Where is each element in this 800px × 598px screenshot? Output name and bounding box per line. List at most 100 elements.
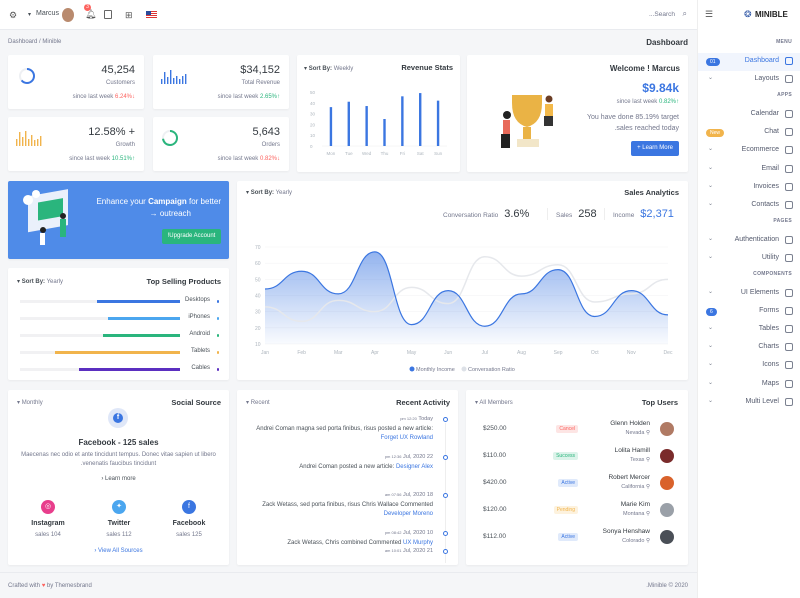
sparkline-bar: [16, 139, 18, 146]
sidebar-item-contacts[interactable]: Contacts ⌄: [698, 197, 800, 215]
view-all-sources-link[interactable]: › View All Sources: [94, 548, 143, 554]
avatar: [660, 476, 674, 490]
us-flag-icon[interactable]: [146, 11, 157, 19]
instagram-icon[interactable]: ◎: [41, 500, 55, 514]
chevron-down-icon: ⌄: [708, 146, 714, 153]
source-name: Twitter: [107, 520, 131, 527]
sidebar-item-multi-level[interactable]: Multi Level ⌄: [698, 394, 800, 412]
filter-dropdown[interactable]: ▾ All Members: [475, 400, 513, 406]
upgrade-account-button[interactable]: !Upgrade Account: [162, 229, 221, 244]
x-tick-label: Dec: [664, 350, 673, 356]
conversation-ratio-line: [264, 255, 669, 323]
y-tick-label: 50: [255, 277, 261, 283]
sidebar: ☰ ❂ MINIBLE MENU Dashboard 01 Layouts ⌄ APPS C…: [697, 0, 800, 598]
activity-link[interactable]: Forget UX Rowland: [380, 435, 433, 441]
menu-toggle-icon[interactable]: ☰: [705, 9, 714, 19]
avatar: [660, 422, 674, 436]
user-name[interactable]: Lolita Hamill: [614, 447, 650, 454]
sidebar-item-ui-elements[interactable]: UI Elements ⌄: [698, 285, 800, 303]
charts-icon: [785, 343, 793, 352]
sparkline-bar: [19, 132, 21, 146]
sidebar-item-calendar[interactable]: Calendar: [698, 106, 800, 124]
sidebar-item-authentication[interactable]: Authentication ⌄: [698, 232, 800, 250]
source-name: Instagram: [31, 520, 65, 527]
chevron-down-icon: ⌄: [708, 289, 714, 295]
product-name: Android: [189, 331, 210, 337]
learn-more-link[interactable]: › Learn more: [101, 476, 136, 482]
icons-icon: [785, 361, 793, 370]
bell-icon[interactable]: 🔔︎: [85, 9, 97, 19]
product-progress-bar: [20, 317, 180, 320]
sort-dropdown[interactable]: ▾ Sort By: Weekly: [304, 66, 354, 72]
x-tick-label: May: [407, 350, 417, 356]
stat-value: 5,643: [252, 126, 280, 138]
top-products-card: ▾ Sort By: Yearly Top Selling Products D…: [8, 268, 229, 380]
sidebar-item-utility[interactable]: Utility ⌄: [698, 250, 800, 268]
apps-grid-icon[interactable]: ⊞: [125, 10, 133, 20]
sidebar-item-layouts[interactable]: Layouts ⌄: [698, 71, 800, 89]
copy-icon[interactable]: [104, 10, 112, 19]
user-name[interactable]: Robert Mercer: [608, 474, 650, 481]
user-name[interactable]: Marie Kim: [620, 501, 650, 508]
sidebar-item-label: Ecommerce: [741, 146, 779, 154]
activity-link[interactable]: Developer Moreno: [383, 511, 433, 517]
sort-dropdown[interactable]: ▾ Sort By: Yearly: [17, 279, 64, 285]
sort-dropdown[interactable]: ▾ Sort By: Yearly: [246, 190, 293, 196]
sidebar-item-label: Maps: [761, 379, 779, 387]
card-title: Recent Activity: [396, 398, 450, 407]
sidebar-item-label: Icons: [762, 361, 779, 369]
activity-date: pm 08:42 Jul, 2020 10: [384, 530, 433, 536]
settings-icon[interactable]: ⚙: [9, 10, 18, 20]
user-menu-chevron-icon[interactable]: ▾: [28, 12, 32, 18]
sparkline-bar: [31, 135, 33, 146]
activity-link[interactable]: UX Murphy: [402, 540, 433, 546]
bar-fri: [401, 96, 404, 146]
search-input[interactable]: ...Search: [648, 11, 675, 18]
twitter-icon[interactable]: ✦: [112, 500, 126, 514]
filter-dropdown[interactable]: ▾ Monthly: [17, 400, 43, 406]
layout-icon: [785, 75, 793, 84]
topbar: ⚙ ▾ Marcus 🔔︎ 3 ⊞ ...Search ⌕: [0, 0, 697, 30]
breadcrumb-item[interactable]: Dashboard: [8, 39, 38, 45]
sidebar-item-label: Charts: [758, 343, 779, 351]
sidebar-item-label: Calendar: [750, 110, 779, 118]
sidebar-item-tables[interactable]: Tables ⌄: [698, 321, 800, 339]
user-name[interactable]: Sonya Henshaw: [602, 528, 650, 535]
stat-card: 12.58% + Growth since last week 10.51%↑: [8, 117, 144, 171]
bar-thu: [383, 119, 386, 146]
sidebar-item-invoices[interactable]: Invoices ⌄: [698, 179, 800, 197]
user-amount: $110.00: [483, 452, 507, 459]
invoice-icon: [785, 182, 793, 191]
facebook-icon[interactable]: f: [182, 500, 196, 514]
brand-logo[interactable]: MINIBLE: [755, 10, 788, 19]
filter-dropdown[interactable]: ▾ Recent: [246, 400, 270, 406]
learn-more-button[interactable]: + Learn More: [631, 141, 679, 156]
sidebar-item-email[interactable]: Email ⌄: [698, 161, 800, 179]
y-tick-label: 10: [255, 342, 261, 348]
activity-link[interactable]: Designer Alex: [395, 464, 433, 470]
sidebar-item-ecommerce[interactable]: Ecommerce ⌄: [698, 142, 800, 160]
sidebar-item-dashboard[interactable]: Dashboard 01: [698, 53, 800, 71]
sidebar-item-forms[interactable]: Forms 6: [698, 303, 800, 321]
map-pin-icon: ⚲: [645, 538, 650, 544]
product-name: iPhones: [188, 314, 210, 320]
sidebar-section-heading: PAGES: [773, 217, 792, 224]
sidebar-item-chat[interactable]: Chat New: [698, 124, 800, 142]
x-tick-label: Mar: [334, 350, 343, 356]
user-name[interactable]: Glenn Holden: [610, 420, 650, 427]
welcome-title: Welcome ! Marcus: [609, 64, 680, 73]
y-tick-label: 60: [255, 261, 261, 267]
social-desc: Maecenas nec odio et ante tincidunt temp…: [21, 452, 216, 458]
sidebar-item-maps[interactable]: Maps ⌄: [698, 376, 800, 394]
breadcrumb: Dashboard / Minible: [8, 39, 61, 45]
trophy-illustration: [501, 95, 553, 148]
map-pin-icon: ⚲: [645, 430, 650, 436]
sidebar-item-icons[interactable]: Icons ⌄: [698, 357, 800, 375]
user-name[interactable]: Marcus: [36, 10, 59, 17]
sparkline-bar: [170, 70, 172, 84]
avatar[interactable]: [62, 8, 74, 22]
search-icon[interactable]: ⌕: [682, 9, 687, 18]
sidebar-item-charts[interactable]: Charts ⌄: [698, 339, 800, 357]
timeline-dot-icon: [443, 455, 448, 460]
sparkline-bar: [167, 77, 169, 84]
